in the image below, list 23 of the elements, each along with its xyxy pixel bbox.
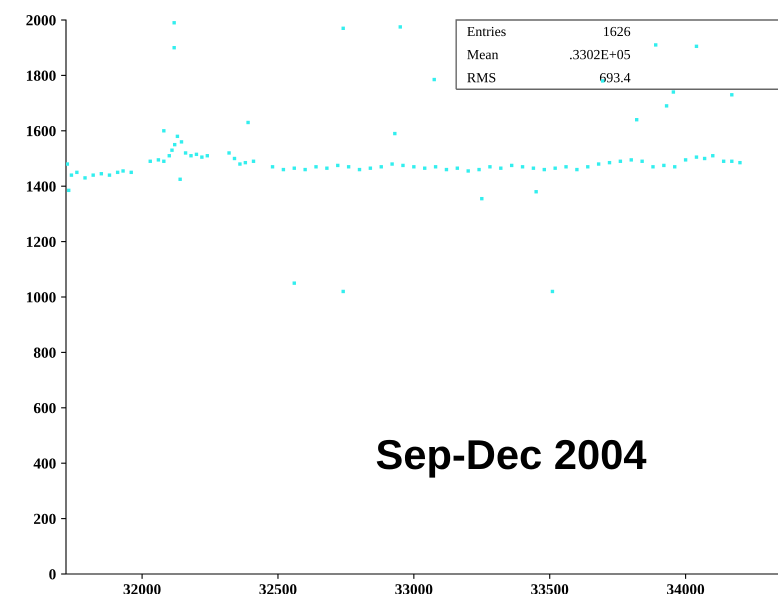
x-tick-label: 33500 — [531, 584, 568, 594]
annotation: RMS — [467, 73, 496, 82]
x-tick-label: 32000 — [124, 584, 161, 594]
annotation: 693.4 — [600, 73, 630, 82]
y-tick-label: 1200 — [26, 236, 56, 248]
x-tick-label: 33000 — [395, 584, 432, 594]
annotation: Mean — [467, 50, 498, 60]
x-tick-label: 34000 — [667, 584, 704, 594]
annotation: 1626 — [604, 26, 630, 36]
y-tick-label: 800 — [34, 348, 56, 358]
y-tick-label: 1800 — [26, 70, 56, 81]
annotation: Entries — [467, 26, 506, 36]
y-tick-label: 1600 — [26, 126, 56, 136]
x-tick-label: 32500 — [259, 584, 296, 594]
y-tick-label: 1400 — [26, 181, 56, 192]
y-tick-label: 2000 — [26, 15, 56, 26]
y-tick-label: 400 — [34, 458, 56, 469]
y-tick-label: 600 — [34, 402, 56, 414]
y-tick-label: 0 — [49, 569, 56, 580]
y-tick-label: 200 — [34, 514, 56, 524]
annotation: Sep-Dec 2004 — [376, 440, 646, 478]
y-tick-label: 1000 — [26, 292, 56, 302]
annotation: .3302E+05 — [570, 50, 630, 60]
